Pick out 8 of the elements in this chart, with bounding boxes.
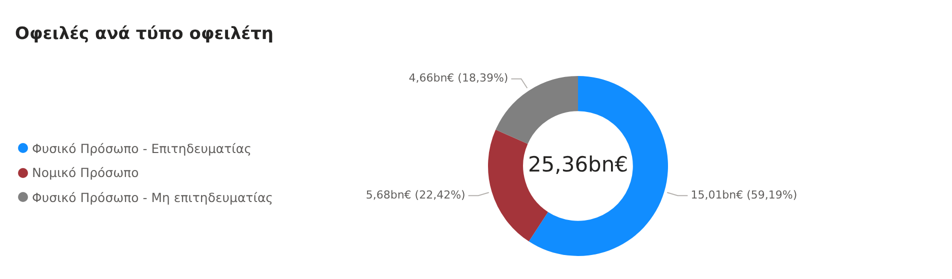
data-label: 15,01bn€ (59,19%) [690, 188, 798, 202]
legend-label: Νομικό Πρόσωπο [32, 165, 139, 180]
chart-title: Οφειλές ανά τύπο οφειλέτη [15, 24, 274, 44]
legend-label: Φυσικό Πρόσωπο - Μη επιτηδευματίας [32, 190, 274, 205]
data-label: 4,66bn€ (18,39%) [408, 72, 508, 85]
data-label: 5,68bn€ (22,42%) [366, 188, 466, 202]
legend-label: Φυσικό Πρόσωπο - Επιτηδευματίας [32, 140, 252, 156]
text: 25,36bn€ [528, 152, 628, 176]
